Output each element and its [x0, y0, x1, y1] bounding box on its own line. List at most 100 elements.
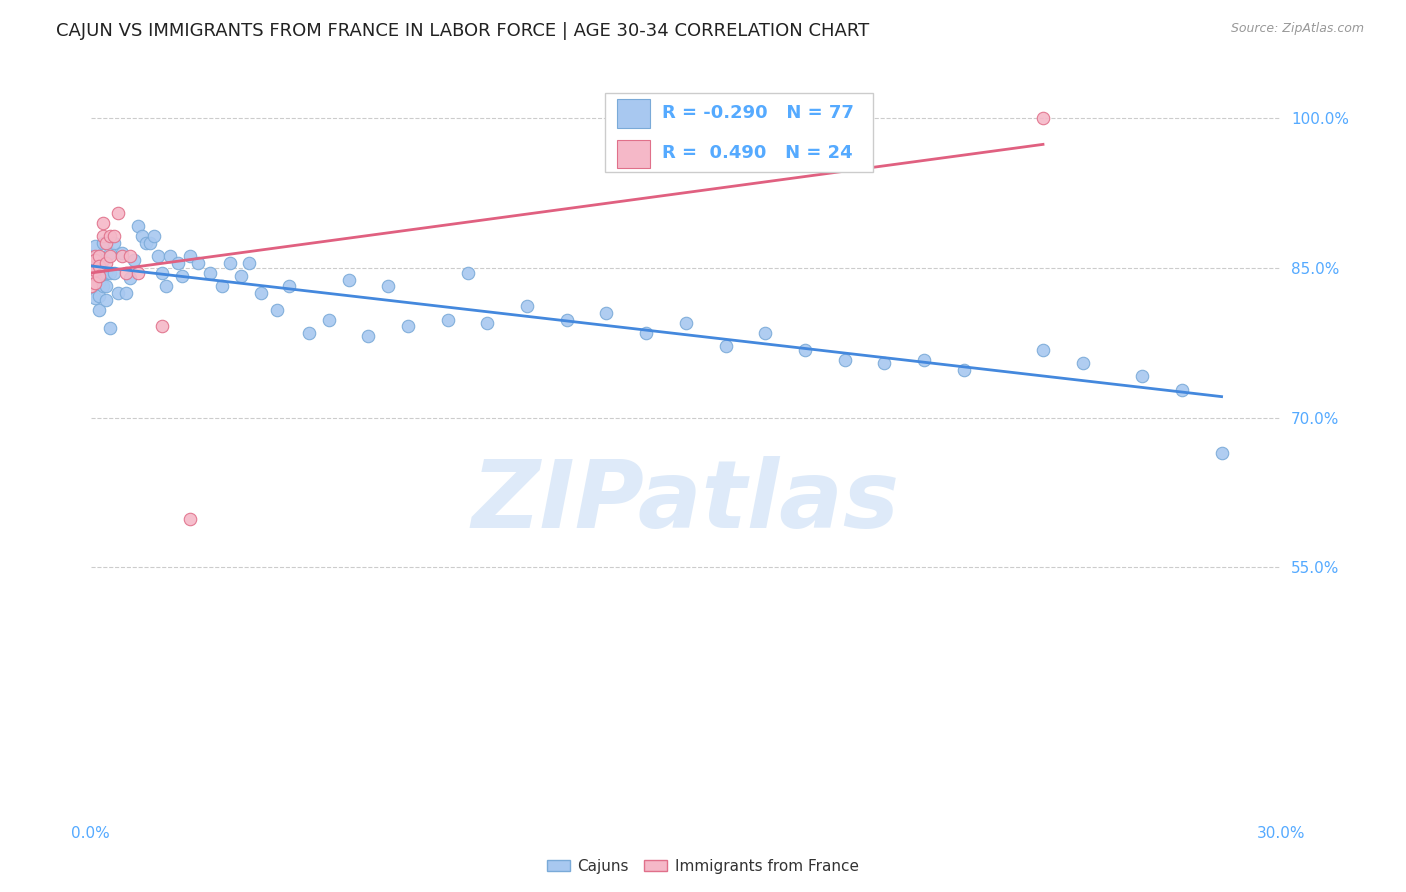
Point: [107, 206, 129, 220]
Point: [91, 266, 114, 280]
Point: [1071, 356, 1094, 370]
Point: [139, 236, 162, 251]
Point: [96, 236, 118, 251]
Point: [231, 268, 253, 283]
Point: [91, 236, 114, 251]
Point: [337, 273, 360, 287]
Point: [111, 249, 134, 263]
Point: [96, 266, 118, 280]
Point: [83, 263, 105, 277]
Point: [318, 313, 340, 327]
Point: [211, 279, 233, 293]
Point: [96, 279, 118, 293]
Point: [179, 512, 201, 526]
Point: [150, 266, 173, 280]
Point: [79, 266, 101, 280]
Legend: Cajuns, Immigrants from France: Cajuns, Immigrants from France: [541, 853, 865, 880]
Point: [87, 268, 110, 283]
Point: [250, 285, 273, 300]
Point: [83, 276, 105, 290]
Point: [91, 229, 114, 244]
FancyBboxPatch shape: [617, 99, 650, 128]
Point: [103, 266, 125, 280]
Point: [238, 256, 260, 270]
Point: [159, 249, 181, 263]
FancyBboxPatch shape: [617, 139, 650, 168]
Point: [198, 266, 221, 280]
Point: [146, 249, 169, 263]
Text: R =  0.490   N = 24: R = 0.490 N = 24: [662, 144, 852, 162]
Point: [377, 279, 399, 293]
Point: [1032, 343, 1054, 357]
Point: [115, 285, 138, 300]
Point: [516, 299, 538, 313]
Point: [87, 276, 110, 290]
Point: [1032, 112, 1054, 126]
Point: [278, 279, 301, 293]
Point: [1130, 368, 1153, 383]
Point: [834, 352, 856, 367]
Point: [477, 316, 499, 330]
Point: [167, 256, 190, 270]
Point: [83, 253, 105, 268]
Point: [87, 249, 110, 263]
Point: [91, 216, 114, 230]
Point: [103, 236, 125, 251]
Point: [127, 219, 149, 233]
Point: [135, 236, 157, 251]
Point: [100, 266, 122, 280]
Point: [357, 328, 380, 343]
Text: CAJUN VS IMMIGRANTS FROM FRANCE IN LABOR FORCE | AGE 30-34 CORRELATION CHART: CAJUN VS IMMIGRANTS FROM FRANCE IN LABOR…: [56, 22, 869, 40]
Point: [122, 253, 145, 268]
Point: [83, 253, 105, 268]
Point: [298, 326, 321, 340]
Text: ZIPatlas: ZIPatlas: [472, 457, 900, 549]
Point: [87, 263, 110, 277]
FancyBboxPatch shape: [605, 93, 873, 172]
Point: [754, 326, 776, 340]
Point: [83, 266, 105, 280]
Point: [120, 271, 142, 285]
Point: [83, 276, 105, 290]
Point: [111, 246, 134, 260]
Point: [143, 229, 166, 244]
Point: [120, 249, 142, 263]
Point: [952, 363, 974, 377]
Point: [115, 266, 138, 280]
Point: [87, 289, 110, 303]
Point: [83, 239, 105, 253]
Point: [127, 266, 149, 280]
Point: [170, 268, 193, 283]
Point: [100, 321, 122, 335]
Point: [793, 343, 815, 357]
Point: [91, 279, 114, 293]
Point: [100, 246, 122, 260]
Point: [87, 302, 110, 317]
Point: [87, 249, 110, 263]
Point: [436, 313, 458, 327]
Point: [218, 256, 240, 270]
Point: [100, 249, 122, 263]
Point: [714, 339, 737, 353]
Point: [96, 293, 118, 307]
Text: R = -0.290   N = 77: R = -0.290 N = 77: [662, 104, 853, 122]
Point: [100, 229, 122, 244]
Point: [79, 266, 101, 280]
Point: [83, 291, 105, 305]
Point: [131, 229, 153, 244]
Point: [636, 326, 658, 340]
Point: [266, 302, 288, 317]
Point: [457, 266, 479, 280]
Point: [87, 259, 110, 273]
Point: [91, 253, 114, 268]
Point: [150, 318, 173, 333]
Point: [79, 279, 101, 293]
Point: [396, 318, 419, 333]
Point: [107, 285, 129, 300]
Point: [912, 352, 935, 367]
Point: [91, 266, 114, 280]
Point: [1171, 383, 1194, 397]
Point: [555, 313, 578, 327]
Point: [187, 256, 209, 270]
Point: [155, 279, 177, 293]
